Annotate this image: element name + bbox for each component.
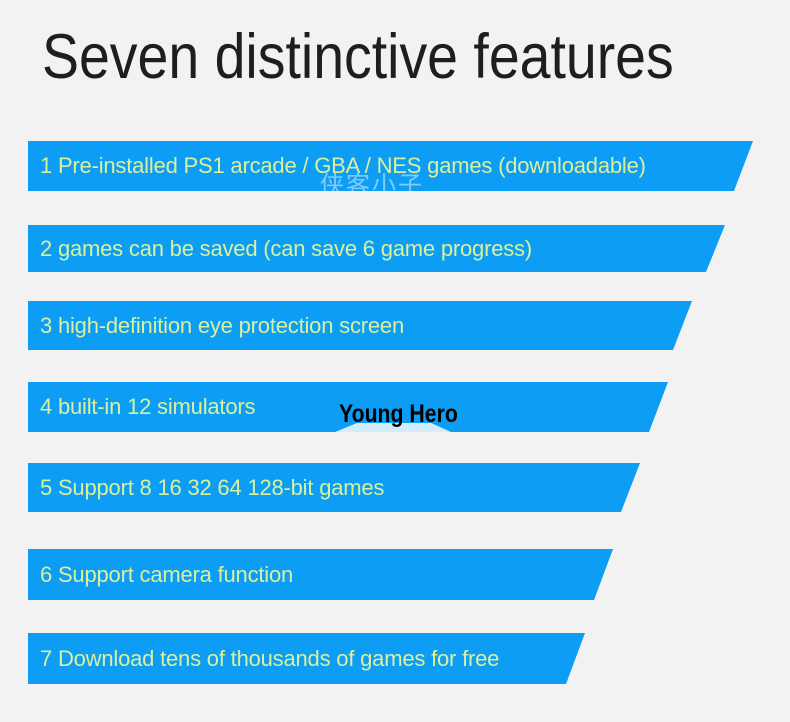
feature-banner-4-label: 4 built-in 12 simulators bbox=[40, 394, 256, 419]
brand-watermark-text: Young Hero bbox=[339, 400, 458, 428]
feature-banner-1: 1 Pre-installed PS1 arcade / GBA / NES g… bbox=[28, 141, 753, 191]
feature-banner-6-label: 6 Support camera function bbox=[40, 561, 294, 587]
feature-banner-7: 7 Download tens of thousands of games fo… bbox=[28, 633, 585, 684]
feature-banner-4: 4 built-in 12 simulators Young Hero bbox=[28, 382, 668, 432]
feature-banner-5: 5 Support 8 16 32 64 128-bit games bbox=[28, 463, 640, 512]
feature-banner-5-label: 5 Support 8 16 32 64 128-bit games bbox=[40, 474, 385, 500]
brand-roof-watermark-shape bbox=[335, 423, 451, 432]
feature-banner-1-label: 1 Pre-installed PS1 arcade / GBA / NES g… bbox=[40, 153, 646, 178]
feature-banner-3-label: 3 high-definition eye protection screen bbox=[40, 312, 404, 338]
page-title: Seven distinctive features bbox=[42, 22, 674, 92]
feature-banner-2-label: 2 games can be saved (can save 6 game pr… bbox=[40, 235, 532, 261]
feature-banner-3: 3 high-definition eye protection screen bbox=[28, 301, 692, 350]
feature-banner-7-label: 7 Download tens of thousands of games fo… bbox=[40, 645, 500, 671]
feature-banner-6: 6 Support camera function bbox=[28, 549, 613, 600]
feature-banner-2: 2 games can be saved (can save 6 game pr… bbox=[28, 225, 725, 272]
